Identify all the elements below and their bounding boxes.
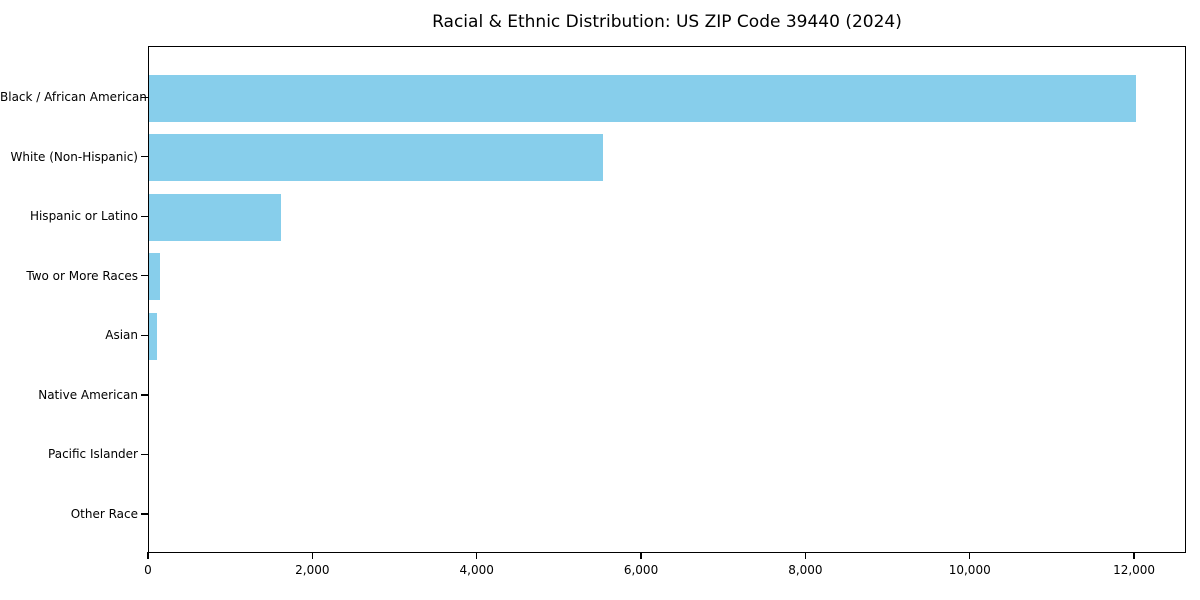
y-tick-mark	[141, 453, 148, 456]
bar	[149, 193, 282, 241]
x-tick-label: 4,000	[459, 563, 494, 577]
y-tick-mark	[141, 275, 148, 277]
plot-area	[148, 46, 1186, 553]
y-tick-label: Hispanic or Latino	[29, 209, 138, 224]
y-tick-mark	[141, 96, 148, 98]
bar	[149, 312, 158, 360]
y-tick-mark	[141, 513, 148, 515]
y-tick-mark	[141, 334, 148, 336]
x-tick-label: 2,000	[295, 563, 330, 577]
y-tick-label: White (Non-Hispanic)	[10, 149, 138, 164]
x-tick-label: 12,000	[1113, 563, 1156, 577]
y-tick-mark	[141, 394, 148, 396]
x-tick-mark	[311, 552, 313, 559]
bar	[149, 74, 1136, 122]
x-tick-mark	[804, 552, 806, 559]
y-tick-label: Asian	[105, 328, 138, 343]
x-tick-label: 8,000	[788, 563, 823, 577]
bar	[149, 253, 160, 301]
chart-title: Racial & Ethnic Distribution: US ZIP Cod…	[432, 12, 902, 32]
x-tick-mark	[640, 552, 642, 559]
x-tick-label: 10,000	[948, 563, 991, 577]
y-tick-label: Black / African American	[0, 90, 147, 104]
y-tick-label: Native American	[38, 387, 138, 402]
bar	[149, 134, 604, 182]
x-tick-label: 6,000	[623, 563, 659, 577]
y-tick-label: Other Race	[70, 506, 138, 521]
y-tick-label: Two or More Races	[26, 268, 138, 283]
x-tick-label: 0	[144, 563, 152, 577]
x-tick-mark	[969, 552, 971, 559]
y-tick-label: Pacific Islander	[48, 447, 138, 462]
y-tick-mark	[141, 215, 148, 217]
x-tick-mark	[147, 552, 149, 559]
x-tick-mark	[1133, 552, 1135, 559]
y-tick-mark	[141, 156, 148, 158]
x-tick-mark	[476, 552, 478, 559]
